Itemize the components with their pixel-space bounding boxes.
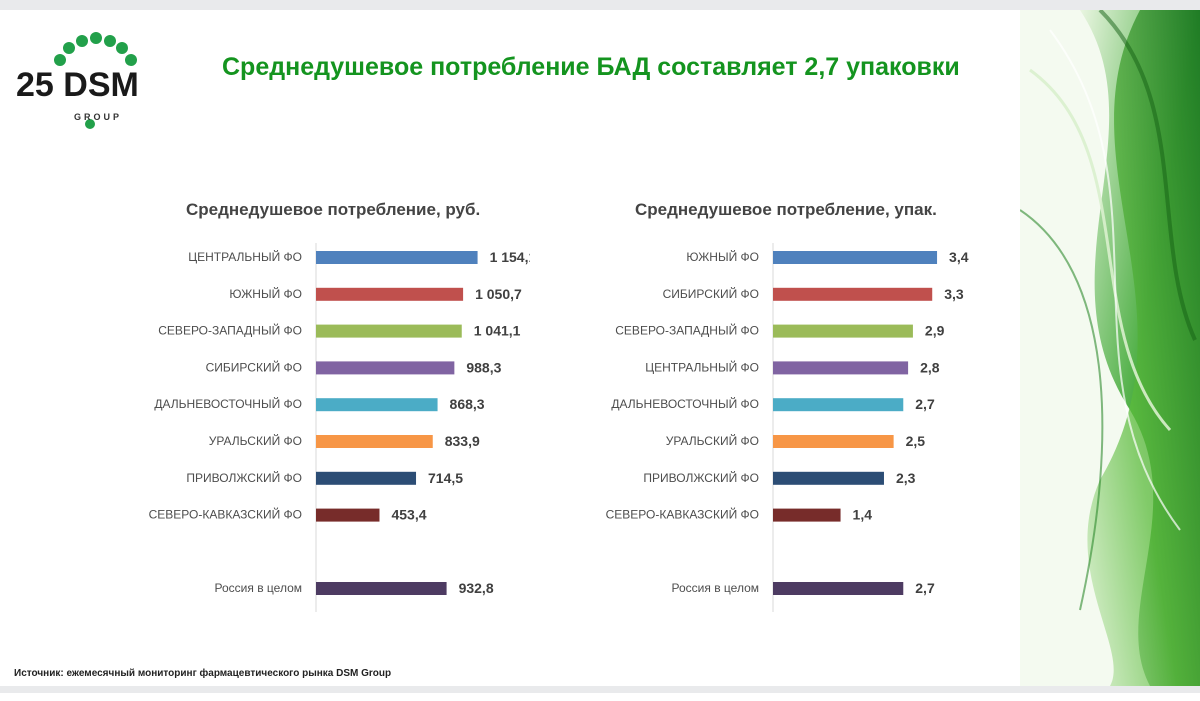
bar — [773, 471, 884, 485]
bar — [773, 287, 933, 301]
category-label: ПРИВОЛЖСКИЙ ФО — [643, 470, 759, 485]
category-label: СЕВЕРО-КАВКАЗСКИЙ ФО — [606, 507, 759, 522]
logo-subtext: GROUP — [74, 112, 123, 122]
bar — [316, 361, 455, 375]
bar — [773, 508, 841, 522]
data-label: 2,7 — [915, 396, 935, 412]
category-label: ЮЖНЫЙ ФО — [229, 286, 302, 301]
data-label: 932,8 — [459, 580, 494, 596]
category-label: ДАЛЬНЕВОСТОЧНЫЙ ФО — [154, 396, 302, 411]
data-label: 2,5 — [906, 433, 926, 449]
chart-pack-plot: ЮЖНЫЙ ФО 3,4 СИБИРСКИЙ ФО 3,3 СЕВЕРО-ЗАПАДНЫ… — [606, 243, 969, 612]
bar — [316, 324, 462, 338]
bar — [773, 251, 938, 264]
category-label: Россия в целом — [215, 581, 302, 595]
category-label: Россия в целом — [672, 581, 759, 595]
category-label: УРАЛЬСКИЙ ФО — [666, 433, 759, 448]
category-label: ЮЖНЫЙ ФО — [686, 249, 759, 264]
data-label: 868,3 — [450, 396, 485, 412]
bar — [316, 251, 478, 264]
data-label: 3,4 — [949, 249, 969, 265]
bar — [773, 435, 894, 448]
bar — [773, 582, 904, 595]
data-label: 1 041,1 — [474, 323, 521, 339]
data-label: 1 154,1 — [490, 249, 530, 265]
chart-rub: Среднедушевое потребление, руб. ЦЕНТРАЛЬ… — [110, 190, 530, 620]
logo: 25 DSM GROUP — [10, 16, 164, 132]
bar — [316, 287, 464, 301]
slide-title: Среднедушевое потребление БАД составляет… — [222, 53, 960, 81]
next-slide-edge — [0, 693, 1200, 701]
category-label: СИБИРСКИЙ ФО — [206, 359, 302, 374]
chart-pack: Среднедушевое потребление, упак. ЮЖНЫЙ Ф… — [565, 190, 985, 620]
bar — [316, 582, 447, 595]
bar — [316, 398, 438, 412]
bar — [316, 471, 417, 485]
data-label: 3,3 — [944, 286, 964, 302]
logo-text: 25 DSM — [16, 66, 139, 104]
chart-rub-plot: ЦЕНТРАЛЬНЫЙ ФО 1 154,1 ЮЖНЫЙ ФО 1 050,7 СЕВЕ… — [149, 243, 530, 612]
category-label: ДАЛЬНЕВОСТОЧНЫЙ ФО — [611, 396, 759, 411]
category-label: СИБИРСКИЙ ФО — [663, 286, 759, 301]
green-wave-decoration — [1020, 10, 1200, 686]
logo-dots — [54, 32, 137, 129]
category-label: ПРИВОЛЖСКИЙ ФО — [186, 470, 302, 485]
bar — [773, 324, 913, 338]
data-label: 1,4 — [853, 507, 873, 523]
category-label: УРАЛЬСКИЙ ФО — [209, 433, 302, 448]
data-label: 453,4 — [391, 507, 426, 523]
data-label: 2,3 — [896, 470, 916, 486]
data-label: 2,7 — [915, 580, 935, 596]
bar — [316, 435, 433, 448]
slide: 25 DSM GROUP Среднедушевое потребление Б… — [0, 10, 1200, 686]
category-label: ЦЕНТРАЛЬНЫЙ ФО — [645, 359, 759, 374]
source-note: Источник: ежемесячный мониторинг фармаце… — [14, 668, 392, 679]
bar — [773, 398, 904, 412]
category-label: СЕВЕРО-КАВКАЗСКИЙ ФО — [149, 507, 302, 522]
category-label: ЦЕНТРАЛЬНЫЙ ФО — [188, 249, 302, 264]
category-label: СЕВЕРО-ЗАПАДНЫЙ ФО — [158, 323, 302, 338]
data-label: 1 050,7 — [475, 286, 522, 302]
chart-title: Среднедушевое потребление, руб. — [186, 200, 481, 219]
data-label: 988,3 — [466, 359, 501, 375]
data-label: 714,5 — [428, 470, 463, 486]
chart-title: Среднедушевое потребление, упак. — [635, 200, 937, 219]
data-label: 2,9 — [925, 323, 945, 339]
data-label: 833,9 — [445, 433, 480, 449]
category-label: СЕВЕРО-ЗАПАДНЫЙ ФО — [615, 323, 759, 338]
bar — [316, 508, 380, 522]
data-label: 2,8 — [920, 359, 940, 375]
bar — [773, 361, 909, 375]
